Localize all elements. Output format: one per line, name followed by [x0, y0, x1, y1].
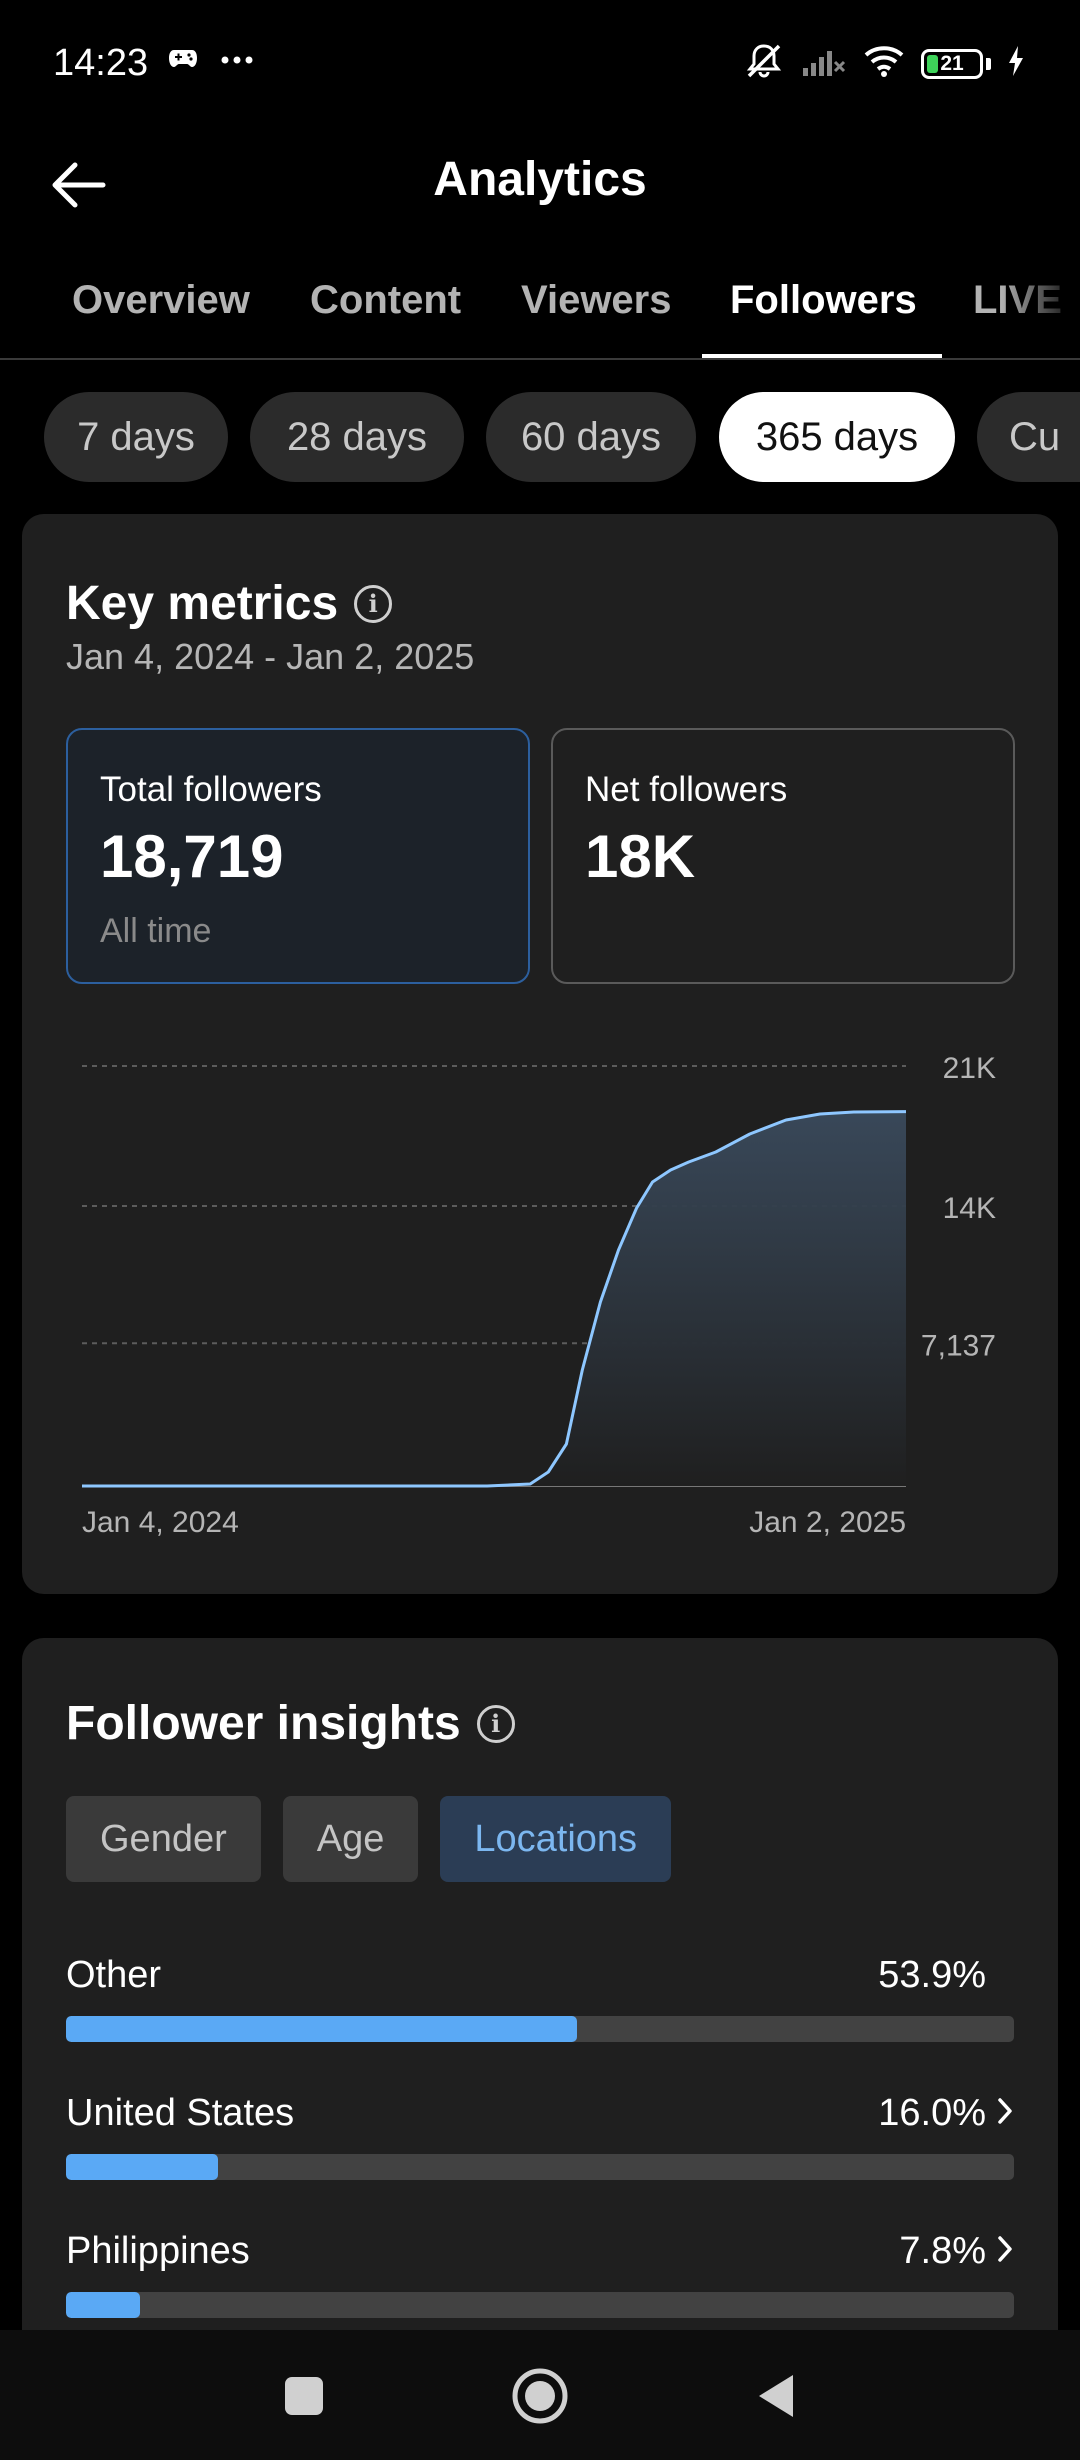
total-followers-label: Total followers	[100, 770, 322, 809]
location-bar-fill	[66, 2016, 577, 2042]
battery-nub	[986, 57, 991, 70]
y-tick-label: 14K	[943, 1192, 996, 1225]
status-bar: 14:23 21	[0, 0, 1080, 130]
segment-locations[interactable]: Locations	[440, 1796, 672, 1882]
followers-chart: 21K 14K 7,137 Jan 4, 2024 Jan 2, 2025	[22, 1024, 1058, 1564]
location-bar-track	[66, 2292, 1014, 2318]
chart-area	[82, 1111, 906, 1486]
info-icon[interactable]: i	[476, 1704, 515, 1743]
tab-followers[interactable]: Followers	[730, 278, 917, 322]
tab-overview[interactable]: Overview	[72, 278, 250, 322]
chevron-right-icon[interactable]	[996, 2234, 1014, 2269]
status-left-icons	[168, 46, 254, 75]
location-row: Other 53.9%	[66, 1954, 1014, 2064]
range-custom[interactable]: Cu	[977, 392, 1080, 482]
battery-icon: 21	[921, 48, 983, 79]
location-name: Philippines	[66, 2230, 250, 2272]
recents-button[interactable]	[266, 2358, 342, 2434]
follower-insights-heading: Follower insights i	[66, 1696, 515, 1751]
date-range-label: Jan 4, 2024 - Jan 2, 2025	[66, 636, 475, 677]
back-nav-button[interactable]	[738, 2358, 814, 2434]
tab-bar: Overview Content Viewers Followers LIVE	[0, 250, 1080, 360]
total-followers-value: 18,719	[100, 823, 284, 890]
wifi-icon	[863, 44, 905, 83]
home-button[interactable]	[502, 2358, 578, 2434]
insight-segment-control: Gender Age Locations	[66, 1796, 672, 1882]
range-28-days[interactable]: 28 days	[250, 392, 464, 482]
location-bar-track	[66, 2154, 1014, 2180]
back-button[interactable]	[42, 150, 112, 220]
info-icon[interactable]: i	[354, 584, 393, 623]
location-percent: 53.9%	[878, 1954, 986, 1996]
mute-icon	[743, 40, 785, 87]
follower-insights-card: Follower insights i Gender Age Locations…	[22, 1638, 1058, 2460]
location-name: United States	[66, 2092, 295, 2134]
system-nav-bar	[0, 2330, 1080, 2460]
chevron-right-icon[interactable]	[996, 2096, 1014, 2131]
tab-fade	[1000, 250, 1080, 358]
key-metrics-heading: Key metrics i	[66, 576, 393, 631]
location-bar-fill	[66, 2292, 140, 2318]
followers-chart-svg: 21K 14K 7,137 Jan 4, 2024 Jan 2, 2025	[82, 1052, 996, 1539]
y-tick-label: 7,137	[921, 1329, 996, 1362]
date-range-selector: 7 days 28 days 60 days 365 days Cu	[0, 392, 1080, 482]
tab-viewers[interactable]: Viewers	[521, 278, 672, 322]
location-percent: 7.8%	[899, 2230, 986, 2272]
net-followers-label: Net followers	[585, 770, 788, 809]
location-bar-track	[66, 2016, 1014, 2042]
x-tick-label-end: Jan 2, 2025	[749, 1506, 906, 1539]
header: Analytics	[0, 130, 1080, 250]
tab-content[interactable]: Content	[310, 278, 462, 322]
key-metrics-title: Key metrics	[66, 577, 339, 630]
status-right-icons: 21	[743, 40, 1025, 87]
total-followers-sub: All time	[100, 912, 212, 950]
y-tick-label: 21K	[943, 1052, 996, 1085]
charging-icon	[1007, 45, 1025, 82]
status-time: 14:23	[53, 42, 149, 84]
range-365-days[interactable]: 365 days	[719, 392, 955, 482]
chart-series-line	[82, 1110, 907, 1488]
active-tab-indicator	[702, 354, 942, 358]
range-60-days[interactable]: 60 days	[486, 392, 696, 482]
net-followers-value: 18K	[585, 823, 696, 890]
back-triangle-icon	[759, 2375, 793, 2417]
page-title: Analytics	[433, 153, 647, 206]
x-tick-label-start: Jan 4, 2024	[82, 1506, 239, 1539]
location-row[interactable]: Philippines 7.8%	[66, 2230, 1014, 2340]
segment-gender[interactable]: Gender	[66, 1796, 261, 1882]
home-circle-icon	[512, 2368, 568, 2424]
location-percent: 16.0%	[878, 2092, 986, 2134]
battery-level: 21	[940, 51, 964, 75]
net-followers-box[interactable]: Net followers 18K	[551, 728, 1015, 984]
arrow-left-icon	[52, 162, 106, 208]
location-row[interactable]: United States 16.0%	[66, 2092, 1014, 2202]
location-bar-fill	[66, 2154, 218, 2180]
total-followers-box[interactable]: Total followers 18,719 All time	[66, 728, 530, 984]
recents-square-icon	[285, 2377, 323, 2415]
signal-icon	[801, 44, 847, 83]
battery-fill	[927, 54, 938, 73]
range-7-days[interactable]: 7 days	[44, 392, 228, 482]
location-name: Other	[66, 1954, 162, 1996]
follower-insights-title: Follower insights	[66, 1697, 461, 1750]
key-metrics-card: Key metrics i Jan 4, 2024 - Jan 2, 2025 …	[22, 514, 1058, 1594]
segment-age[interactable]: Age	[282, 1796, 419, 1882]
more-dots-icon	[220, 52, 254, 70]
gamepad-icon	[168, 46, 198, 75]
